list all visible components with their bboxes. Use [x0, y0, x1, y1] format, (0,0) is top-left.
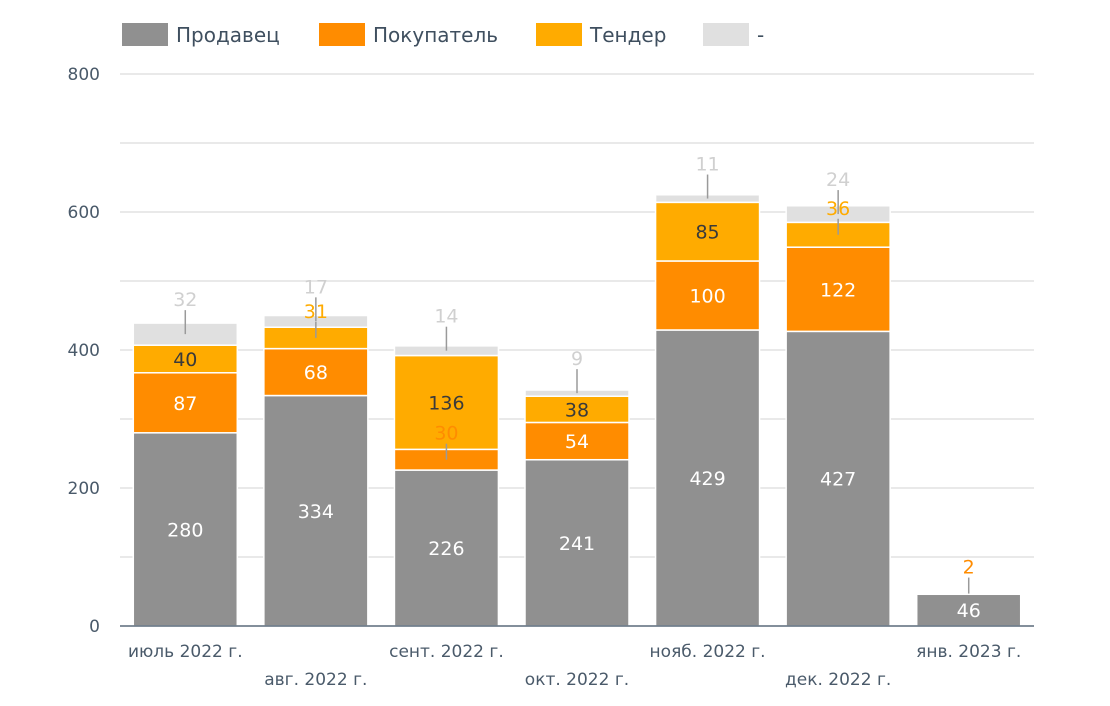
bar-segment	[132, 344, 239, 374]
bar-segment	[654, 260, 761, 331]
legend-label: Продавец	[176, 23, 280, 47]
data-label: 136	[428, 392, 464, 414]
bar-segment	[393, 469, 500, 627]
legend-swatch	[319, 23, 365, 46]
legend-swatch	[703, 23, 749, 46]
bar-segment	[263, 394, 369, 627]
data-label: 280	[167, 519, 203, 541]
x-tick-label: окт. 2022 г.	[525, 670, 629, 690]
data-label: 241	[559, 533, 595, 555]
data-label: 85	[695, 222, 719, 244]
x-tick-label: нояб. 2022 г.	[650, 642, 766, 662]
data-label: 11	[695, 154, 719, 176]
data-label: 17	[304, 276, 328, 298]
x-tick-label: сент. 2022 г.	[389, 642, 504, 662]
data-label: 334	[298, 501, 334, 523]
bar-segment	[785, 246, 891, 333]
data-label: 54	[565, 431, 589, 453]
data-label: 46	[957, 600, 981, 622]
data-label: 429	[689, 468, 725, 490]
bar-segment	[524, 458, 630, 627]
data-label: 32	[173, 289, 197, 311]
legend-label: Покупатель	[373, 23, 498, 47]
x-tick-label: янв. 2023 г.	[916, 642, 1021, 662]
y-tick-label: 400	[68, 341, 100, 361]
data-label: 30	[434, 423, 458, 445]
data-label: 2	[963, 557, 975, 579]
data-label: 226	[428, 538, 464, 560]
data-label: 122	[820, 279, 856, 301]
bar-segment	[393, 354, 500, 451]
bar-segment	[654, 329, 761, 627]
x-tick-label: дек. 2022 г.	[785, 670, 891, 690]
y-tick-label: 200	[68, 479, 100, 499]
legend-swatch	[122, 23, 168, 46]
legend-swatch	[536, 23, 582, 46]
bar-segment	[785, 330, 891, 627]
y-tick-label: 0	[89, 617, 100, 637]
bar-segment	[915, 593, 1022, 627]
data-label: 100	[689, 285, 725, 307]
y-tick-label: 600	[68, 203, 100, 223]
data-label: 38	[565, 399, 589, 421]
data-label: 87	[173, 393, 197, 415]
x-tick-label: авг. 2022 г.	[264, 670, 367, 690]
data-label: 68	[304, 362, 328, 384]
bar-segment	[654, 201, 761, 262]
data-label: 427	[820, 469, 856, 491]
bar-segment	[132, 432, 239, 627]
data-label: 9	[571, 348, 583, 370]
bar-segment	[263, 347, 369, 397]
legend-label: Тендер	[589, 23, 666, 47]
data-label: 14	[434, 306, 458, 328]
bar-segment	[524, 421, 630, 461]
y-tick-label: 800	[68, 65, 100, 85]
x-tick-label: июль 2022 г.	[128, 642, 243, 662]
legend-label: -	[757, 23, 764, 47]
data-label: 24	[826, 169, 850, 191]
data-label: 40	[173, 349, 197, 371]
bar-segment	[132, 372, 239, 434]
